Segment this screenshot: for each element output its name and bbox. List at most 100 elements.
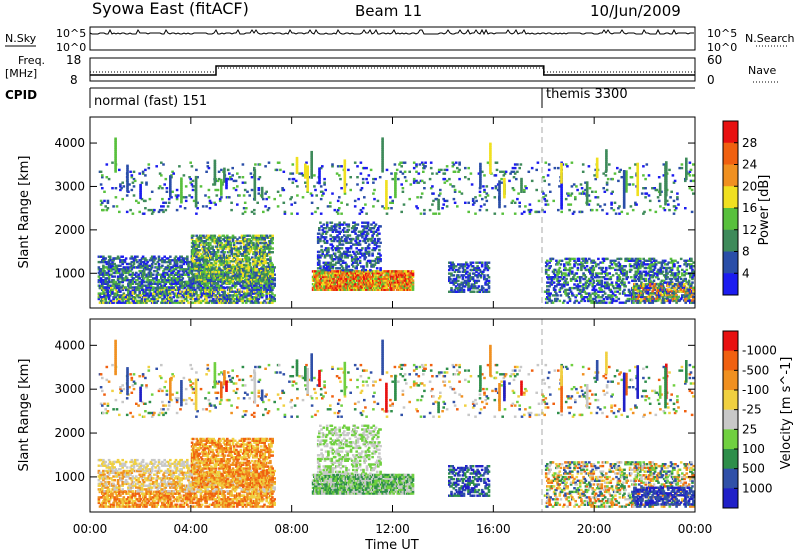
power-cell — [253, 245, 256, 248]
power-cell — [182, 259, 186, 262]
power-cell — [211, 284, 214, 287]
power-cell — [140, 282, 144, 285]
power-cell — [166, 294, 170, 297]
power-cell — [107, 260, 111, 264]
power-cell — [163, 259, 166, 262]
power-cell — [470, 268, 474, 272]
power-cell — [487, 276, 491, 279]
power-cell — [125, 277, 129, 280]
power-cell — [334, 286, 338, 289]
power-cell — [566, 301, 569, 304]
power-cell — [218, 278, 221, 281]
power-cell — [146, 277, 149, 280]
power-cell — [148, 259, 152, 262]
power-cell — [547, 288, 550, 292]
power-cell — [182, 271, 186, 275]
power-cell — [262, 267, 265, 270]
power-cell — [212, 292, 215, 295]
power-cell — [118, 288, 121, 292]
power-cell — [457, 263, 460, 266]
power-cell — [144, 266, 147, 269]
power-cell — [260, 296, 264, 299]
power-cell — [583, 299, 587, 303]
power-cell — [258, 236, 262, 239]
power-cell — [378, 232, 381, 235]
power-cell — [245, 263, 248, 267]
power-cell — [162, 269, 165, 273]
power-cell — [196, 261, 200, 265]
power-cell — [546, 263, 549, 266]
power-cell — [193, 265, 196, 268]
power-cell — [374, 261, 378, 264]
power-cell — [97, 297, 101, 301]
power-cell — [318, 232, 321, 235]
power-cell — [258, 280, 262, 283]
power-cell — [245, 301, 248, 304]
power-cell — [271, 269, 274, 272]
power-cell — [256, 245, 260, 248]
power-cell — [207, 245, 211, 248]
power-cell — [121, 296, 124, 299]
power-cell — [148, 264, 152, 267]
power-cell — [135, 282, 138, 285]
power-cell — [330, 221, 334, 224]
power-cell — [249, 245, 253, 248]
power-cell — [111, 290, 114, 293]
power-cell — [138, 286, 141, 289]
power-cell — [108, 255, 112, 258]
power-cell — [141, 273, 145, 276]
power-cell — [114, 268, 118, 271]
power-cell — [213, 236, 217, 239]
power-cell — [270, 240, 273, 243]
power-cell — [122, 268, 126, 271]
power-cell — [161, 294, 164, 297]
power-cell — [223, 251, 227, 254]
power-cell — [345, 263, 348, 266]
power-cell — [198, 241, 202, 245]
power-cell — [551, 257, 555, 261]
power-cell — [198, 258, 202, 261]
power-cell — [262, 263, 265, 267]
power-cell — [196, 265, 200, 268]
power-cell — [210, 269, 213, 272]
power-cell — [244, 238, 247, 241]
power-cell — [102, 266, 105, 269]
power-cell — [273, 279, 276, 282]
power-cell — [575, 299, 579, 303]
power-cell — [124, 275, 128, 278]
power-cell — [244, 252, 247, 256]
power-cell — [157, 259, 161, 262]
power-cell — [139, 301, 143, 304]
power-cell — [253, 252, 256, 256]
power-cell — [318, 227, 321, 230]
power-cell — [263, 299, 266, 303]
power-cell — [331, 228, 335, 232]
power-cell — [130, 268, 134, 271]
power-cell — [127, 271, 130, 275]
power-cell — [202, 276, 205, 279]
power-cell — [97, 271, 101, 275]
power-cell — [314, 270, 317, 273]
power-cell — [116, 277, 120, 280]
power-cell — [594, 292, 598, 295]
power-cell — [352, 243, 355, 246]
power-cell — [220, 280, 223, 284]
power-cell — [125, 262, 129, 266]
power-cell — [231, 260, 235, 263]
power-cell — [150, 264, 154, 267]
power-cell — [131, 273, 135, 276]
power-cell — [332, 277, 335, 280]
power-cell — [157, 279, 161, 282]
power-cell — [157, 273, 161, 276]
power-cell — [248, 292, 251, 295]
power-cell — [155, 275, 158, 278]
power-cell — [170, 269, 173, 273]
power-cell — [106, 288, 110, 292]
power-cell — [328, 227, 331, 230]
power-cell — [184, 297, 188, 301]
power-cell — [144, 290, 147, 293]
power-cell — [243, 247, 246, 250]
power-cell — [257, 286, 261, 289]
power-cell — [476, 290, 479, 293]
cpid-segment-1: normal (fast) 151 — [94, 94, 207, 109]
